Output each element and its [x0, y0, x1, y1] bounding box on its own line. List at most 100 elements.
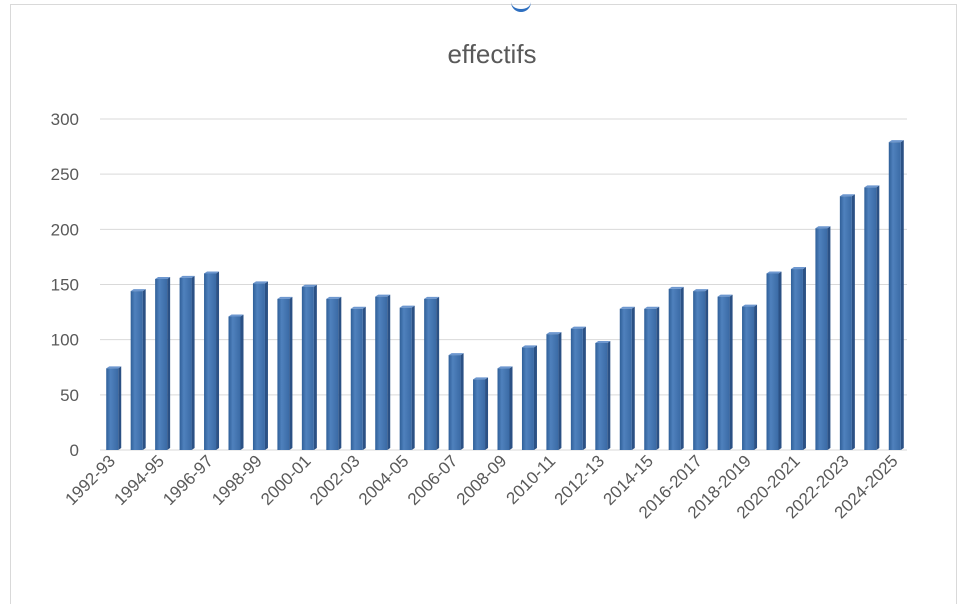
bar-top [179, 275, 195, 278]
bar-side [582, 326, 586, 450]
bar-face [717, 296, 730, 450]
bar-side [191, 275, 195, 450]
x-tick-label: 2008-09 [453, 451, 511, 509]
x-tick-label: 1996-97 [159, 451, 217, 509]
bar-side [802, 267, 806, 450]
bar-face [252, 283, 265, 450]
bar [106, 366, 122, 450]
y-tick-label: 250 [51, 165, 79, 184]
bar-face [790, 269, 803, 450]
x-axis-ticks: 1992-931994-951996-971998-992000-012002-… [62, 451, 902, 522]
bar-top [766, 271, 782, 274]
bar-side [436, 296, 440, 450]
bar [668, 286, 684, 450]
bar-side [656, 306, 660, 450]
bar-face [179, 277, 192, 450]
bar [570, 326, 586, 450]
bar-face [595, 342, 608, 450]
bar-top [546, 332, 562, 335]
bar-top [473, 377, 489, 380]
bar-top [228, 314, 244, 317]
bar-side [240, 314, 244, 450]
bar [693, 289, 709, 450]
x-tick-label: 2010-11 [503, 451, 560, 508]
bar [619, 306, 635, 450]
bar-top [301, 284, 317, 287]
bar-top [204, 271, 220, 274]
y-tick-label: 0 [70, 441, 79, 460]
bar-side [827, 226, 831, 450]
bar-face [644, 308, 657, 450]
bar-side [362, 306, 366, 450]
bar-face [668, 288, 681, 450]
bar [546, 332, 562, 450]
bar-top [326, 296, 342, 299]
bar-side [509, 366, 513, 450]
y-tick-label: 100 [51, 331, 79, 350]
bar-face [350, 308, 363, 450]
bar [815, 226, 831, 450]
bar-top [399, 305, 415, 308]
x-tick-label: 1992-93 [62, 451, 120, 509]
bar-top [790, 267, 806, 270]
bar-side [533, 345, 537, 450]
bar-side [558, 332, 562, 450]
bar-face [473, 379, 486, 450]
bar-face [839, 196, 852, 450]
bar-face [155, 278, 168, 450]
bar-side [485, 377, 489, 450]
bar [717, 294, 733, 450]
bar-face [497, 368, 510, 450]
bar-face [888, 142, 901, 451]
bar-top [106, 366, 122, 369]
bar-top [424, 296, 440, 299]
bar-side [778, 271, 782, 450]
bar-face [204, 273, 217, 450]
bar [644, 306, 660, 450]
y-tick-label: 150 [51, 276, 79, 295]
bar [301, 284, 317, 450]
bar [839, 194, 855, 450]
bar [155, 276, 171, 450]
bar [448, 353, 464, 450]
bar-top [693, 289, 709, 292]
bar-face [448, 355, 461, 450]
x-tick-label: 1994-95 [110, 451, 168, 509]
bar-top [619, 306, 635, 309]
bar-top [375, 294, 391, 297]
header-accent [511, 0, 531, 12]
bar-top [277, 296, 293, 299]
bar [399, 305, 415, 450]
bar [204, 271, 220, 450]
y-tick-label: 300 [51, 110, 79, 129]
bar-top [815, 226, 831, 229]
bar [424, 296, 440, 450]
bars [106, 140, 904, 451]
x-tick-label: 2004-05 [355, 451, 413, 509]
bar-top [668, 286, 684, 289]
bar-top [839, 194, 855, 197]
bar-top [252, 281, 268, 284]
bar-top [595, 340, 611, 343]
bar-face [742, 306, 755, 450]
bar-face [766, 273, 779, 450]
bar-side [142, 289, 146, 450]
bar-face [326, 298, 339, 450]
bar-side [387, 294, 391, 450]
bar-face [106, 368, 119, 450]
bar [350, 306, 366, 450]
bar-top [130, 289, 146, 292]
bar [595, 340, 611, 450]
bar-side [460, 353, 464, 450]
x-tick-label: 2012-13 [551, 451, 609, 509]
bar-chart: effectifs 0 50 100 150 200 250 300 1992-931994… [51, 39, 907, 522]
bar-side [264, 281, 268, 450]
bar-top [448, 353, 464, 356]
bar-side [900, 140, 904, 451]
bar [742, 304, 758, 450]
bar [228, 314, 244, 450]
bar [179, 275, 195, 450]
bar-side [411, 305, 415, 450]
bar-side [631, 306, 635, 450]
bar [130, 289, 146, 450]
